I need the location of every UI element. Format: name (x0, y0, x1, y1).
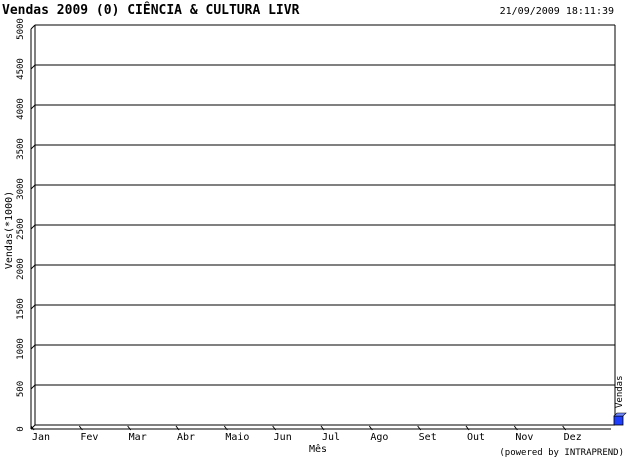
x-tick-mark (513, 425, 518, 431)
y-tick-label: 1000 (16, 338, 26, 360)
x-tick-label: Set (419, 432, 437, 443)
x-tick-mark (417, 425, 422, 431)
x-tick-mark (175, 425, 180, 431)
gridline-wall (30, 344, 36, 350)
y-tick-label: 0 (16, 426, 26, 431)
x-tick-label: Dez (564, 432, 582, 443)
x-tick-label: Jan (32, 432, 50, 443)
x-tick-label: Maio (225, 432, 249, 443)
x-tick-label: Nov (515, 432, 533, 443)
y-tick-label: 3000 (16, 178, 26, 200)
x-tick-mark (465, 425, 470, 431)
x-tick-label: Ago (370, 432, 388, 443)
gridline-wall (30, 224, 36, 230)
y-tick-label: 500 (16, 381, 26, 397)
gridline-wall (30, 184, 36, 190)
gridline-wall (30, 384, 36, 390)
x-tick-mark (562, 425, 567, 431)
chart-title: Vendas 2009 (0) CIÊNCIA & CULTURA LIVR (2, 3, 300, 18)
timestamp: 21/09/2009 18:11:39 (499, 6, 614, 17)
x-tick-label: Fev (80, 432, 98, 443)
legend-swatch-top (613, 412, 627, 417)
y-tick-label: 4000 (16, 98, 26, 120)
x-tick-label: Mar (129, 432, 147, 443)
x-tick-mark (272, 425, 277, 431)
gridline-wall (30, 64, 36, 70)
x-tick-label: Abr (177, 432, 195, 443)
gridline-wall (30, 144, 36, 150)
y-tick-label: 5000 (16, 18, 26, 40)
legend-label: Vendas (615, 375, 625, 408)
gridline-wall (30, 264, 36, 270)
x-tick-mark (223, 425, 228, 431)
x-axis-label: Mês (309, 443, 327, 455)
y-tick-label: 3500 (16, 138, 26, 160)
legend-swatch (613, 415, 624, 426)
x-tick-mark (320, 425, 325, 431)
x-tick-label: Out (467, 432, 485, 443)
x-tick-mark (127, 425, 132, 431)
x-tick-mark (368, 425, 373, 431)
y-axis-label: Vendas(*1000) (4, 191, 15, 269)
gridline-wall (30, 24, 36, 30)
gridline-wall (30, 104, 36, 110)
y-tick-label: 2500 (16, 218, 26, 240)
gridline-wall (30, 304, 36, 310)
credit-text: (powered by INTRAPREND) (499, 448, 624, 458)
y-tick-label: 1500 (16, 298, 26, 320)
y-tick-label: 2000 (16, 258, 26, 280)
y-tick-label: 4500 (16, 58, 26, 80)
x-tick-mark (30, 425, 35, 431)
x-tick-label: Jun (274, 432, 292, 443)
gridline-wall (30, 424, 36, 430)
x-tick-mark (78, 425, 83, 431)
x-tick-label: Jul (322, 432, 340, 443)
